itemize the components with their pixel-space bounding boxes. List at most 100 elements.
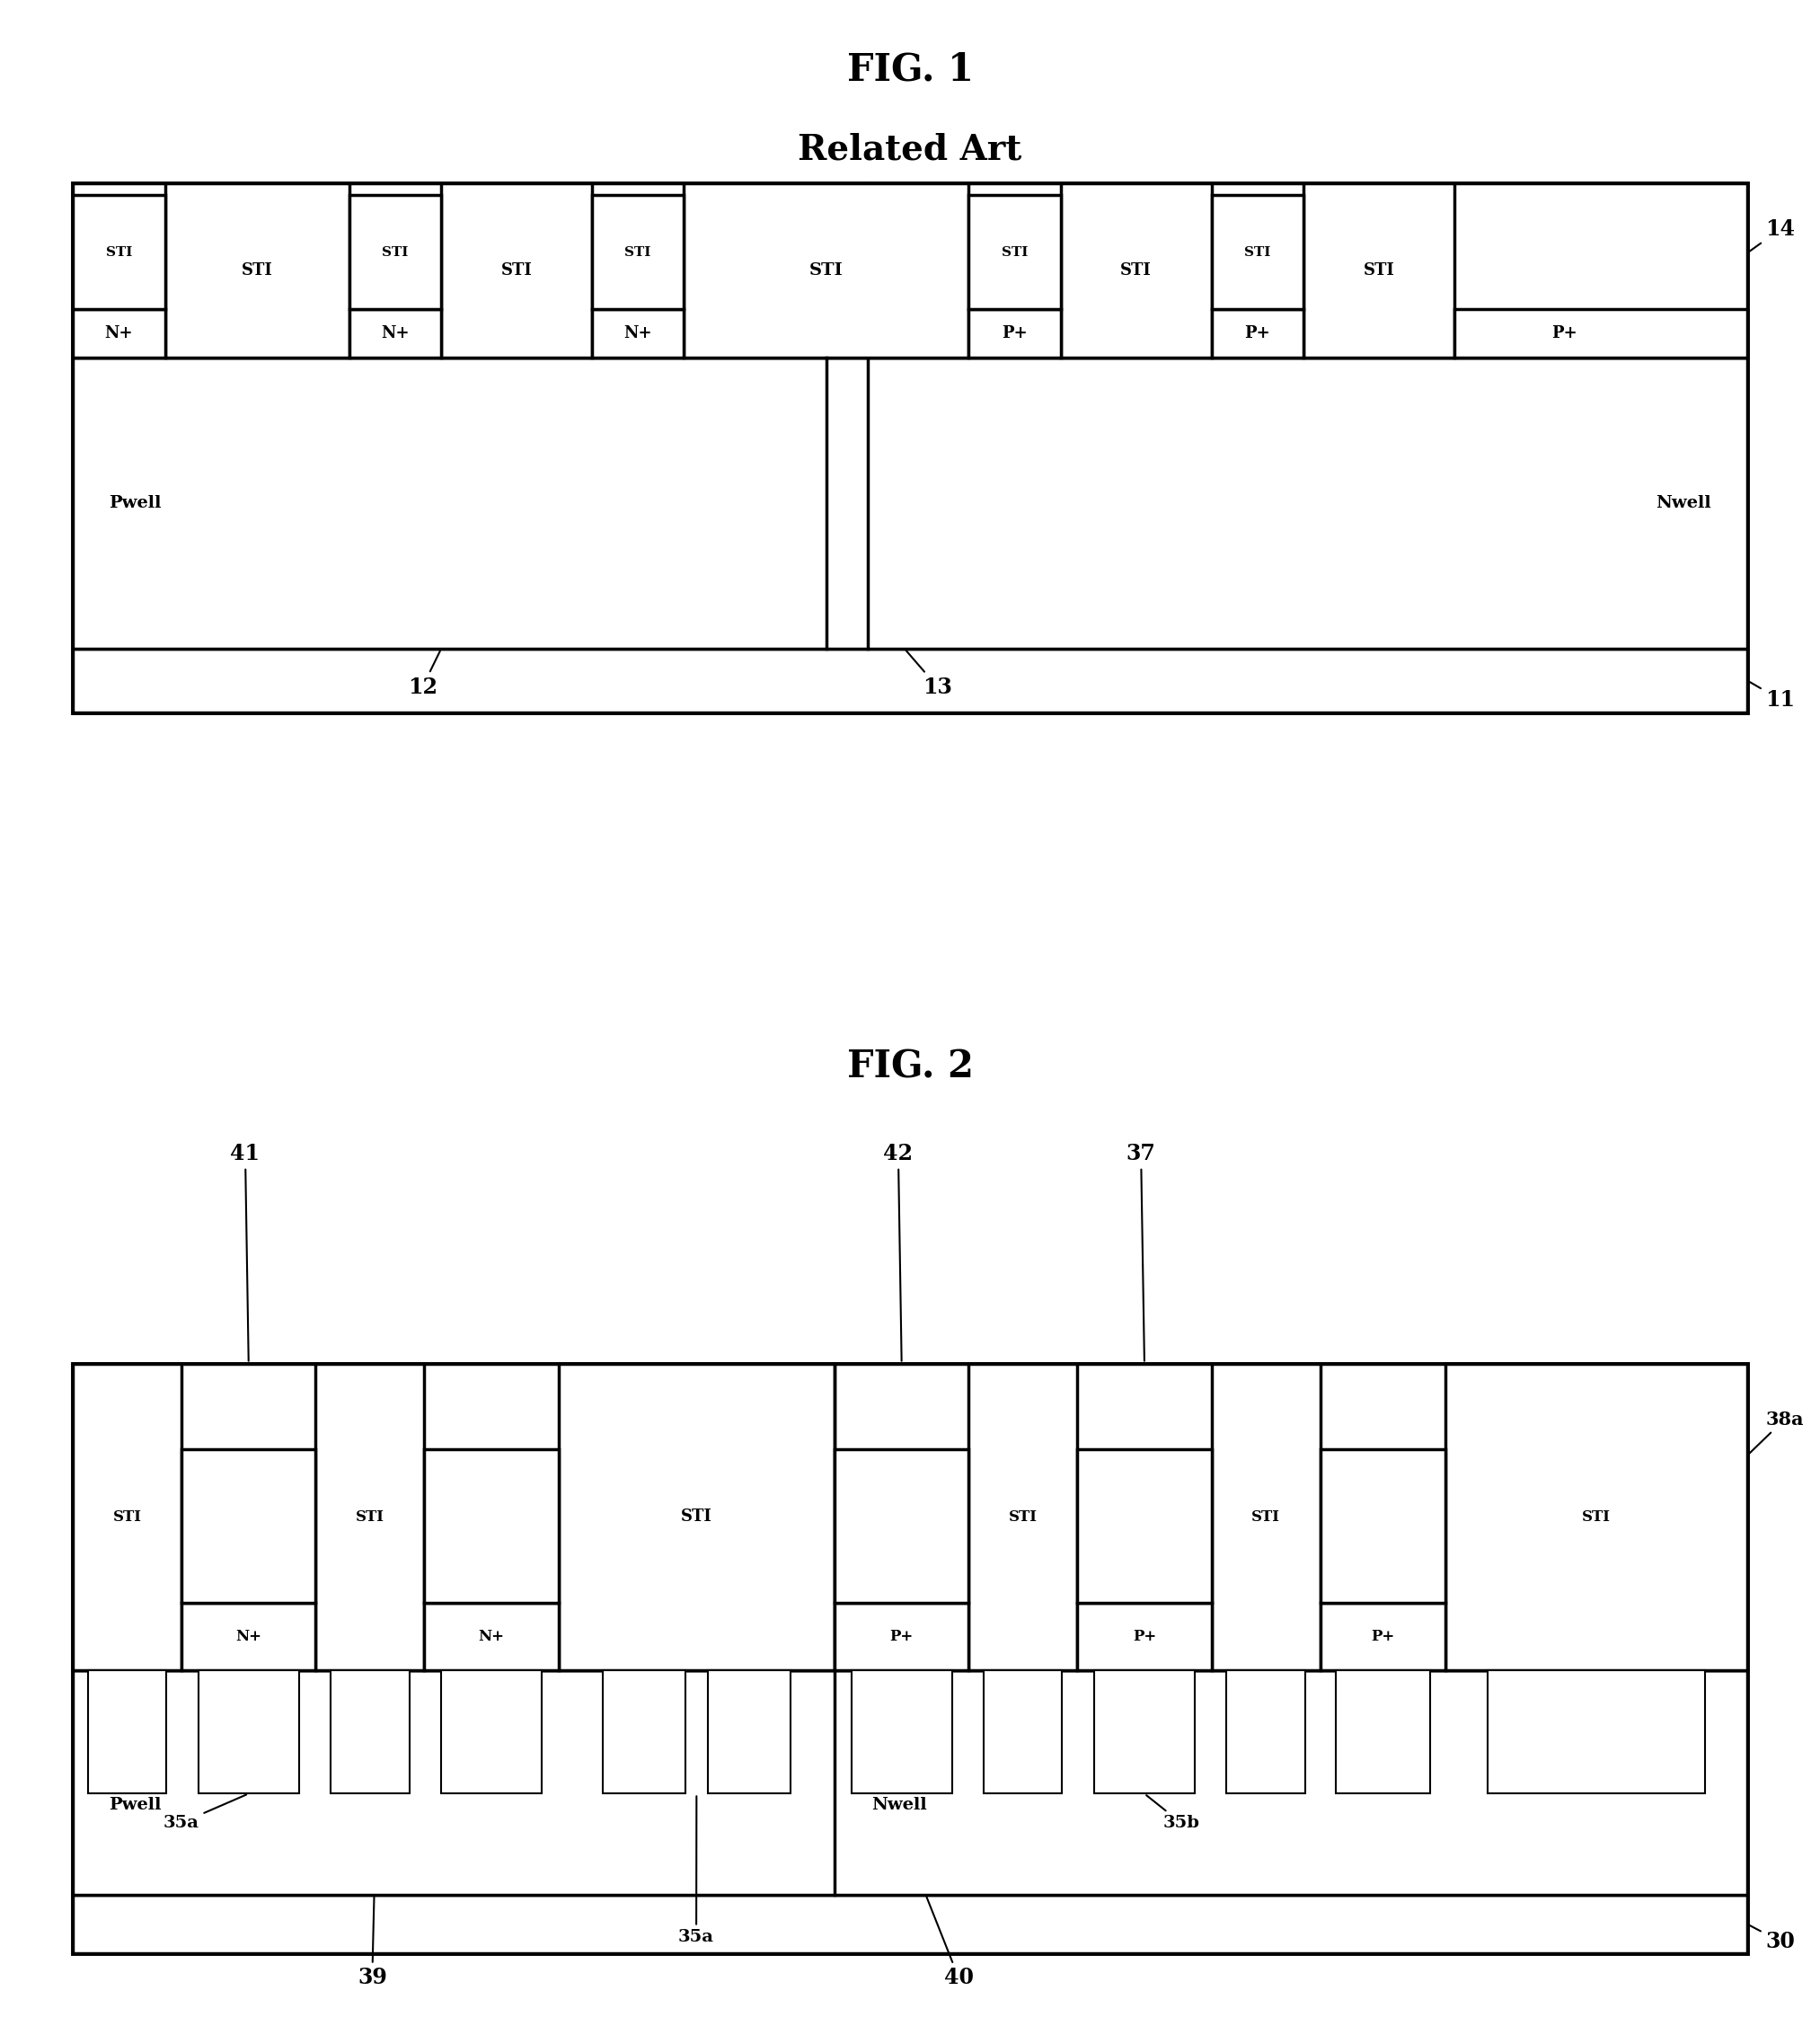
Text: N+: N+ [106,326,133,342]
Bar [985,1671,1063,1793]
Bar [73,358,1747,649]
Text: 40: 40 [926,1897,974,1988]
Text: 39: 39 [357,1897,388,1988]
Text: 35b: 35b [1147,1795,1199,1832]
Text: STI: STI [501,263,531,279]
Bar [835,1604,968,1671]
Bar [968,195,1061,309]
Bar [1320,1449,1445,1604]
Bar [852,1671,952,1793]
Text: STI: STI [106,246,133,258]
Text: N+: N+ [235,1628,262,1644]
Text: STI: STI [1001,246,1028,258]
Text: 42: 42 [883,1144,914,1361]
Bar [87,1671,166,1793]
Bar [1094,1671,1194,1793]
Bar [198,1671,298,1793]
Bar [1489,1671,1705,1793]
Bar [73,1895,1747,1954]
Bar [1077,1449,1212,1604]
Text: Related Art: Related Art [797,132,1023,167]
Text: P+: P+ [1551,326,1578,342]
Text: N+: N+ [624,326,652,342]
Bar [73,183,1747,358]
Text: 37: 37 [1127,1144,1156,1361]
Text: P+: P+ [1370,1628,1394,1644]
Bar [592,309,684,358]
Bar [424,1449,559,1604]
Text: STI: STI [242,263,273,279]
Bar [968,1363,1077,1671]
Text: 35a: 35a [679,1797,713,1945]
Bar [602,1671,686,1793]
Bar [73,195,166,309]
Bar [1077,1604,1212,1671]
Bar [1212,1363,1320,1671]
Text: Nwell: Nwell [872,1797,926,1813]
Bar [73,1671,1747,1895]
Text: STI: STI [681,1508,712,1524]
Bar [182,1604,315,1671]
Text: N+: N+ [380,326,410,342]
Text: STI: STI [382,246,408,258]
Text: STI: STI [1363,263,1394,279]
Text: STI: STI [1121,263,1152,279]
Bar [1227,1671,1305,1793]
Bar [166,183,349,358]
Bar [1212,309,1303,358]
Bar [73,1363,1747,1954]
Bar [349,309,440,358]
Bar [1320,1604,1445,1671]
Bar [1212,195,1303,309]
Text: P+: P+ [1001,326,1028,342]
Text: P+: P+ [1245,326,1270,342]
Text: STI: STI [113,1510,142,1524]
Text: N+: N+ [479,1628,504,1644]
Bar [73,309,166,358]
Text: 30: 30 [1749,1925,1795,1952]
Bar [73,1363,1747,1671]
Bar [1454,309,1747,358]
Text: P+: P+ [1132,1628,1156,1644]
Text: Pwell: Pwell [109,495,162,511]
Text: FIG. 2: FIG. 2 [846,1048,974,1087]
Text: 14: 14 [1749,218,1795,252]
Text: STI: STI [355,1510,384,1524]
Bar [182,1449,315,1604]
Bar [349,195,440,309]
Text: 41: 41 [231,1144,260,1361]
Bar [968,309,1061,358]
Text: STI: STI [810,263,843,279]
Bar [440,1671,542,1793]
Text: STI: STI [1252,1510,1279,1524]
Text: Nwell: Nwell [1656,495,1711,511]
Bar [1303,183,1454,358]
Bar [708,1671,790,1793]
Text: 35a: 35a [164,1795,246,1832]
Bar [331,1671,410,1793]
Bar [1061,183,1212,358]
Bar [559,1363,835,1671]
Bar [1445,1363,1747,1671]
Bar [684,183,968,358]
Text: STI: STI [1245,246,1270,258]
Text: STI: STI [1008,1510,1037,1524]
Bar [1336,1671,1431,1793]
Text: 12: 12 [408,651,440,698]
Text: P+: P+ [890,1628,914,1644]
Text: Pwell: Pwell [109,1797,162,1813]
Bar [73,649,1747,712]
Text: STI: STI [1582,1510,1611,1524]
Text: STI: STI [624,246,652,258]
Text: FIG. 1: FIG. 1 [846,51,974,90]
Bar [315,1363,424,1671]
Bar [424,1604,559,1671]
Bar [440,183,592,358]
Bar [592,195,684,309]
Text: 13: 13 [906,651,952,698]
Text: 38a: 38a [1749,1410,1804,1453]
Bar [73,1363,182,1671]
Bar [73,183,1747,712]
Bar [835,1449,968,1604]
Text: 11: 11 [1749,682,1795,710]
